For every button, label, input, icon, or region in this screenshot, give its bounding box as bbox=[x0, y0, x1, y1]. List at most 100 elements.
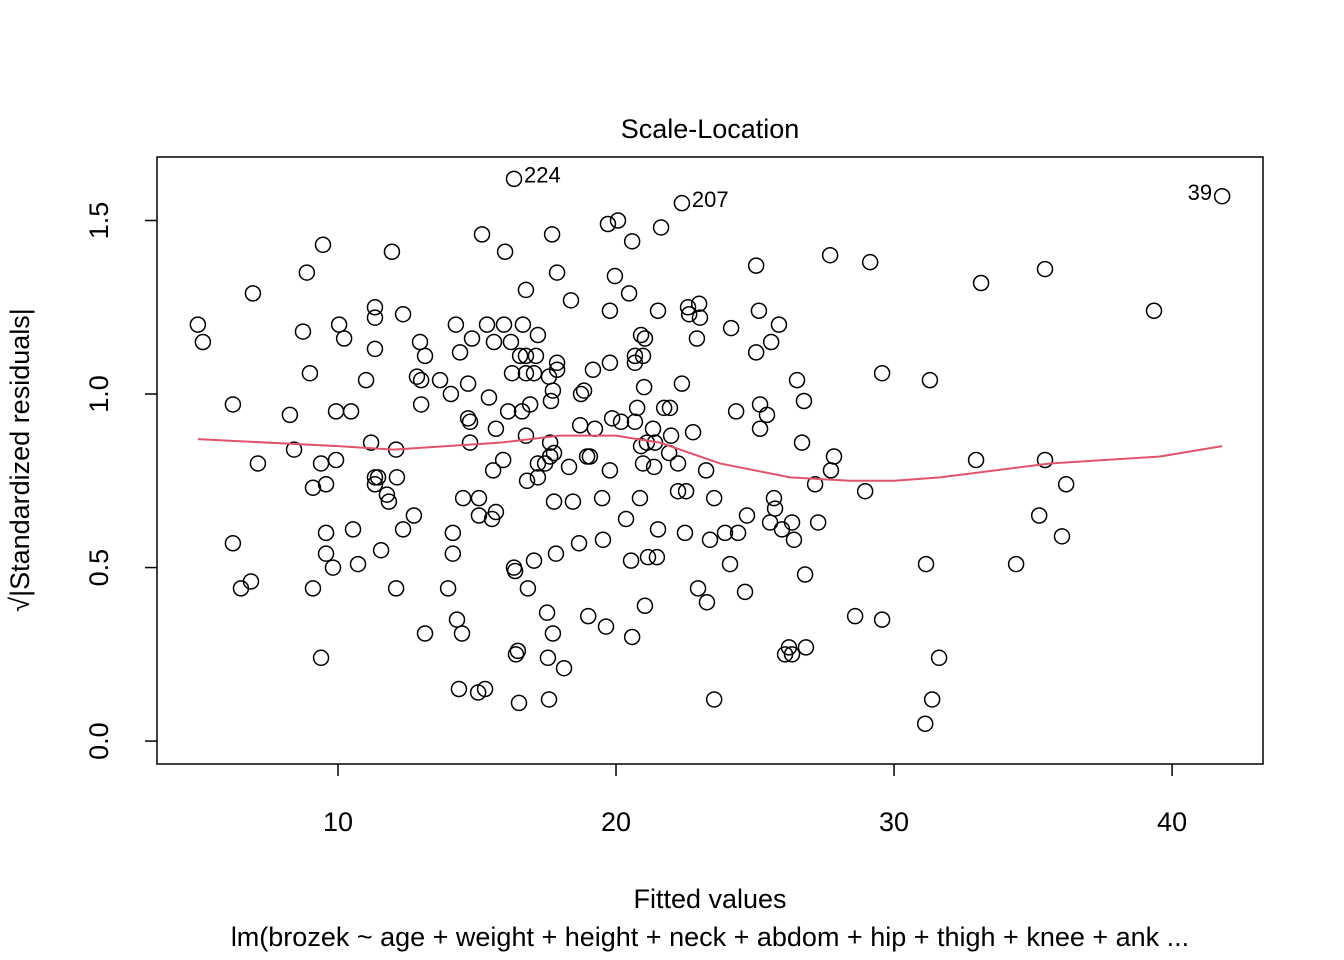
point bbox=[636, 597, 654, 614]
point bbox=[923, 691, 941, 708]
point bbox=[697, 462, 715, 479]
point bbox=[688, 330, 706, 347]
point bbox=[517, 347, 535, 365]
point bbox=[544, 625, 562, 642]
point bbox=[517, 427, 535, 444]
point bbox=[649, 521, 667, 538]
y-tick-label: 1.0 bbox=[84, 375, 114, 413]
point bbox=[470, 507, 488, 524]
point bbox=[412, 396, 430, 413]
point bbox=[701, 531, 719, 549]
point bbox=[797, 639, 815, 656]
point bbox=[507, 646, 525, 663]
point bbox=[194, 333, 212, 351]
point bbox=[729, 524, 747, 542]
point bbox=[785, 531, 803, 549]
point bbox=[972, 274, 990, 292]
point bbox=[603, 410, 621, 427]
point bbox=[525, 364, 543, 382]
point bbox=[1007, 555, 1025, 573]
point bbox=[626, 347, 644, 365]
point bbox=[312, 649, 330, 667]
point bbox=[298, 264, 316, 281]
point bbox=[544, 382, 562, 399]
point bbox=[242, 573, 260, 590]
point bbox=[494, 451, 512, 469]
point bbox=[470, 489, 488, 507]
point bbox=[705, 489, 723, 507]
point bbox=[661, 399, 679, 417]
point bbox=[447, 316, 465, 333]
point bbox=[510, 694, 528, 712]
point bbox=[495, 316, 513, 333]
point bbox=[1145, 302, 1163, 319]
point bbox=[689, 580, 707, 597]
point bbox=[593, 489, 611, 507]
point bbox=[442, 385, 460, 403]
point bbox=[586, 420, 604, 437]
point bbox=[921, 371, 939, 389]
point bbox=[294, 323, 312, 340]
point bbox=[634, 347, 652, 365]
chart-title: Scale-Location bbox=[621, 114, 800, 144]
point bbox=[1213, 187, 1231, 205]
point bbox=[478, 316, 496, 333]
point bbox=[930, 649, 948, 667]
point bbox=[916, 715, 934, 732]
point bbox=[795, 392, 813, 410]
point bbox=[560, 458, 578, 476]
point bbox=[541, 448, 559, 465]
plot-frame bbox=[156, 156, 1264, 765]
point bbox=[518, 472, 536, 490]
point bbox=[224, 535, 242, 552]
point bbox=[809, 514, 827, 531]
point bbox=[562, 292, 580, 309]
point bbox=[503, 364, 521, 382]
point bbox=[644, 420, 662, 437]
point bbox=[405, 507, 423, 524]
point bbox=[529, 455, 547, 472]
point bbox=[366, 309, 384, 326]
point bbox=[705, 691, 723, 708]
point bbox=[529, 469, 547, 486]
point bbox=[783, 514, 801, 531]
point bbox=[655, 399, 673, 417]
point bbox=[463, 330, 481, 347]
y-tick-label: 0.5 bbox=[84, 549, 114, 587]
point bbox=[765, 489, 783, 507]
point bbox=[617, 510, 635, 528]
point bbox=[1057, 476, 1075, 493]
point bbox=[335, 330, 353, 347]
point bbox=[645, 458, 663, 476]
point bbox=[581, 448, 599, 465]
point bbox=[822, 462, 840, 479]
point bbox=[917, 555, 935, 573]
point bbox=[601, 302, 619, 319]
point bbox=[698, 594, 716, 611]
point bbox=[584, 361, 602, 378]
point bbox=[304, 479, 322, 496]
point bbox=[342, 403, 360, 420]
point-label: 39 bbox=[1188, 180, 1212, 205]
point bbox=[548, 361, 566, 378]
point bbox=[846, 607, 864, 625]
point bbox=[861, 253, 879, 271]
point bbox=[612, 413, 630, 431]
point bbox=[327, 451, 345, 469]
point bbox=[369, 469, 387, 486]
point bbox=[416, 347, 434, 365]
point bbox=[344, 521, 362, 538]
point bbox=[747, 344, 765, 361]
point bbox=[747, 257, 765, 274]
point bbox=[548, 264, 566, 281]
point bbox=[521, 396, 539, 413]
x-tick-label: 30 bbox=[879, 807, 909, 837]
point bbox=[750, 302, 768, 319]
point bbox=[509, 642, 527, 660]
point bbox=[639, 548, 657, 566]
point bbox=[1036, 260, 1054, 278]
point bbox=[796, 566, 814, 583]
point bbox=[514, 316, 532, 333]
point bbox=[873, 611, 891, 628]
